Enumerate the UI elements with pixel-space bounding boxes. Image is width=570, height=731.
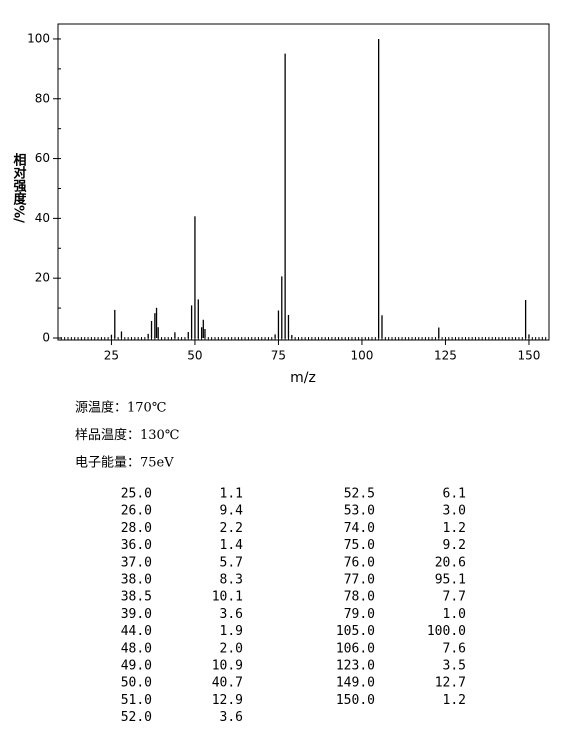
intensity-cell: 9.4 — [220, 504, 244, 519]
mz-cell: 149.0 — [336, 676, 375, 691]
intensity-cell: 10.9 — [212, 659, 243, 674]
plot-frame — [57, 23, 550, 341]
mz-cell: 50.0 — [121, 676, 152, 691]
intensity-cell: 1.4 — [220, 538, 244, 553]
x-tick-label: 125 — [434, 349, 457, 363]
mz-cell: 38.5 — [121, 590, 152, 605]
intensity-cell: 3.6 — [220, 710, 243, 725]
intensity-cell: 1.2 — [443, 693, 466, 708]
y-axis-label: 相对强度%/ — [11, 153, 27, 224]
intensity-cell: 1.2 — [443, 521, 466, 536]
y-tick-label: 100 — [27, 31, 50, 45]
intensity-cell: 3.6 — [220, 607, 243, 622]
x-tick-label: 150 — [518, 349, 541, 363]
y-tick-label: 40 — [35, 211, 50, 225]
condition: 电子能量：75eV — [75, 456, 174, 471]
intensity-cell: 3.0 — [443, 504, 466, 519]
condition: 源温度：170℃ — [75, 400, 166, 416]
y-tick-label: 0 — [42, 331, 50, 345]
mz-cell: 105.0 — [336, 624, 375, 639]
intensity-cell: 5.7 — [220, 555, 243, 570]
mz-cell: 74.0 — [344, 521, 375, 536]
intensity-cell: 6.1 — [443, 487, 466, 502]
mz-cell: 49.0 — [121, 659, 152, 674]
mz-cell: 36.0 — [121, 538, 152, 553]
intensity-cell: 100.0 — [427, 624, 466, 639]
intensity-cell: 2.0 — [220, 641, 243, 656]
mz-cell: 75.0 — [344, 538, 375, 553]
mz-cell: 150.0 — [336, 693, 375, 708]
mz-cell: 106.0 — [336, 641, 375, 656]
intensity-cell: 1.9 — [220, 624, 243, 639]
y-tick-label: 60 — [35, 151, 50, 165]
intensity-cell: 3.5 — [443, 659, 466, 674]
mz-cell: 52.5 — [344, 487, 375, 502]
intensity-cell: 1.0 — [443, 607, 466, 622]
x-tick-label: 100 — [350, 349, 373, 363]
x-tick-label: 25 — [104, 349, 119, 363]
y-tick-label: 20 — [35, 271, 50, 285]
mz-cell: 51.0 — [121, 693, 152, 708]
mz-cell: 79.0 — [344, 607, 375, 622]
x-tick-label: 75 — [271, 349, 286, 363]
intensity-cell: 40.7 — [212, 676, 243, 691]
intensity-cell: 7.6 — [443, 641, 466, 656]
mz-cell: 77.0 — [344, 573, 375, 588]
mz-cell: 76.0 — [344, 555, 375, 570]
mz-cell: 28.0 — [121, 521, 152, 536]
mz-cell: 25.0 — [121, 487, 152, 502]
intensity-cell: 8.3 — [220, 573, 243, 588]
intensity-cell: 12.7 — [435, 676, 466, 691]
mz-cell: 48.0 — [121, 641, 152, 656]
y-tick-label: 80 — [35, 91, 50, 105]
intensity-cell: 1.1 — [220, 487, 243, 502]
mz-cell: 123.0 — [336, 659, 375, 674]
mz-cell: 37.0 — [121, 555, 152, 570]
x-axis-label: m/z — [290, 370, 316, 386]
intensity-cell: 9.2 — [443, 538, 466, 553]
intensity-cell: 7.7 — [443, 590, 466, 605]
mz-cell: 78.0 — [344, 590, 375, 605]
intensity-cell: 95.1 — [435, 573, 466, 588]
mz-cell: 38.0 — [121, 573, 152, 588]
intensity-cell: 20.6 — [435, 555, 466, 570]
intensity-cell: 2.2 — [220, 521, 243, 536]
mz-cell: 39.0 — [121, 607, 152, 622]
mz-cell: 52.0 — [121, 710, 152, 725]
mz-cell: 26.0 — [121, 504, 152, 519]
intensity-cell: 12.9 — [212, 693, 243, 708]
x-tick-label: 50 — [187, 349, 202, 363]
condition: 样品温度：130℃ — [75, 427, 179, 443]
intensity-cell: 10.1 — [212, 590, 243, 605]
mz-cell: 53.0 — [344, 504, 375, 519]
mz-cell: 44.0 — [121, 624, 152, 639]
